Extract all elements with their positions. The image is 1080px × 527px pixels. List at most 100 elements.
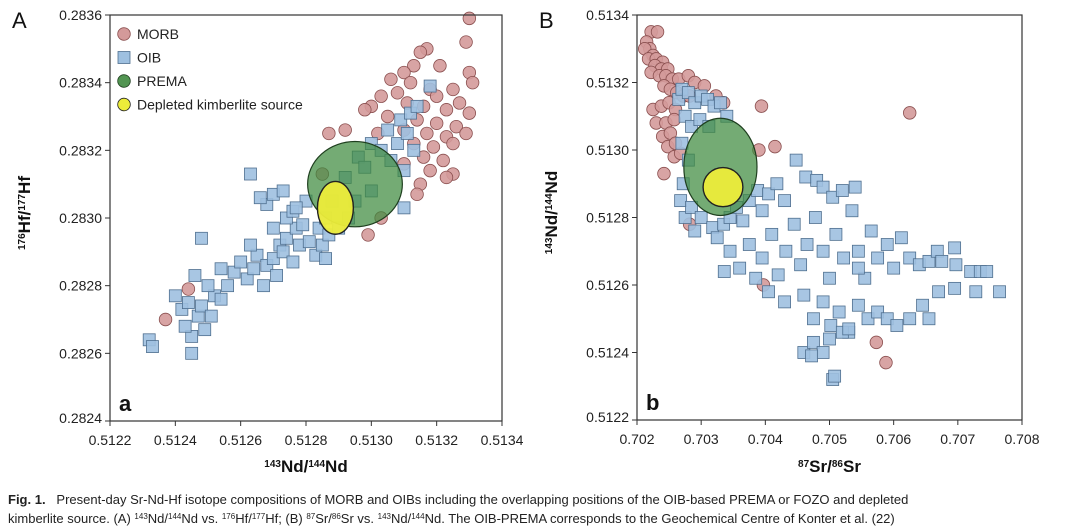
y-axis-title: 176Hf/177Hf — [15, 176, 34, 250]
oib-point — [826, 190, 840, 204]
oib-point — [681, 86, 695, 100]
oib-point — [221, 279, 235, 293]
oib-point — [903, 312, 917, 326]
y-tick-label: 0.2836 — [59, 7, 102, 23]
morb-point — [410, 187, 424, 202]
y-tick-label: 0.2834 — [59, 75, 102, 91]
x-axis-title: 143Nd/144Nd — [264, 457, 347, 476]
caption-text: Sr/ — [315, 511, 332, 526]
kimberlite-source-field — [316, 180, 355, 235]
x-tick-label: 0.706 — [876, 431, 911, 447]
morb-point — [158, 312, 173, 327]
oib-point — [787, 217, 801, 231]
oib-point — [410, 99, 424, 113]
x-tick-label: 0.705 — [812, 431, 847, 447]
oib-point — [922, 254, 936, 268]
axis-title-text: Nd — [542, 171, 561, 194]
oib-point — [195, 299, 208, 313]
oib-point — [799, 170, 813, 184]
x-axis-title: 87Sr/86Sr — [798, 457, 861, 476]
legend-circle-marker — [117, 74, 131, 88]
oib-point — [935, 254, 949, 268]
morb-point — [429, 116, 444, 130]
morb-point — [650, 25, 665, 39]
x-tick-label: 0.5128 — [285, 432, 328, 448]
oib-point — [423, 79, 437, 93]
oib-point — [678, 109, 692, 123]
oib-point — [890, 319, 904, 332]
axis-title-text: Sr/ — [809, 457, 832, 476]
oib-point — [980, 265, 994, 278]
morb-point — [446, 136, 460, 151]
y-tick-label: 0.5126 — [586, 277, 629, 293]
oib-point — [816, 295, 830, 309]
legend-label: OIB — [137, 50, 161, 66]
morb-point — [374, 89, 388, 103]
morb-point — [903, 106, 917, 120]
caption-text: kimberlite source. (A) — [8, 511, 135, 526]
caption-text: Present-day Sr-Nd-Hf isotope composition… — [56, 492, 909, 507]
oib-point — [394, 113, 408, 127]
x-tick-label: 0.5130 — [350, 432, 393, 448]
oib-point — [198, 323, 212, 337]
morb-point — [465, 75, 480, 90]
oib-point — [736, 214, 750, 228]
oib-point — [381, 123, 395, 137]
oib-point — [188, 269, 202, 282]
morb-point — [322, 126, 336, 141]
axis-title-text: Hf — [15, 176, 34, 194]
morb-point — [869, 335, 884, 350]
morb-point — [390, 86, 405, 100]
x-tick-label: 0.5124 — [154, 432, 197, 448]
oib-point — [832, 305, 846, 319]
oib-point — [146, 340, 159, 353]
morb-point — [459, 35, 473, 49]
oib-point — [214, 292, 228, 306]
morb-point — [397, 65, 411, 80]
oib-point — [789, 153, 803, 167]
morb-point — [657, 166, 671, 181]
oib-point — [755, 204, 769, 218]
oib-point — [204, 309, 218, 323]
oib-point — [807, 335, 820, 349]
oib-point — [800, 238, 814, 251]
oib-point — [779, 244, 793, 258]
oib-point — [851, 244, 865, 258]
oib-point — [391, 137, 404, 150]
axis-title-text: Hf/ — [15, 210, 34, 233]
y-axis-title: 143Nd/144Nd — [542, 171, 561, 254]
oib-point — [762, 187, 775, 201]
morb-point — [384, 72, 398, 86]
morb-point — [459, 126, 473, 141]
oib-point — [685, 200, 698, 214]
oib-point — [276, 184, 290, 198]
oib-point — [916, 298, 929, 312]
oib-point — [296, 218, 310, 232]
oib-point — [871, 305, 885, 319]
legend-item-prema: PREMA — [117, 73, 187, 89]
x-tick-label: 0.707 — [940, 431, 975, 447]
oib-point — [858, 271, 872, 285]
oib-point — [675, 136, 689, 150]
legend-circle-marker — [117, 27, 131, 41]
morb-point — [423, 163, 437, 178]
oib-point — [195, 231, 208, 245]
legend-item-oib: OIB — [117, 50, 161, 66]
oib-point — [270, 269, 284, 282]
x-tick-label: 0.5126 — [219, 432, 262, 448]
oib-point — [880, 238, 894, 251]
legend-label: MORB — [137, 26, 179, 42]
caption-text: Nd/ — [391, 511, 412, 526]
oib-point — [807, 312, 820, 326]
caption-superscript: 177 — [251, 512, 266, 521]
oib-point — [319, 252, 333, 266]
legend-circle-marker — [117, 97, 131, 112]
morb-point — [879, 355, 893, 370]
x-tick-label: 0.702 — [619, 431, 654, 447]
caption-text: Nd vs. — [181, 511, 222, 526]
oib-point — [797, 288, 811, 302]
y-tick-label: 0.5130 — [586, 142, 629, 158]
morb-point — [338, 123, 352, 137]
oib-point — [227, 265, 241, 279]
oib-point — [688, 224, 702, 238]
